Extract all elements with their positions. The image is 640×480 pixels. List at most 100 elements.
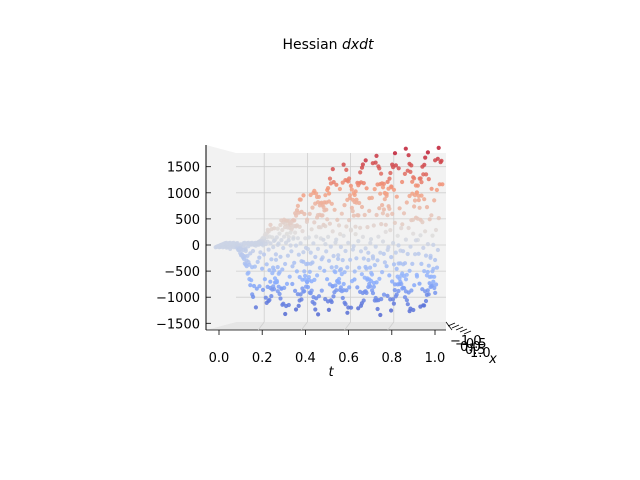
data-point [413,183,418,188]
data-point [370,291,376,296]
data-point [251,294,256,299]
grid-line-floor [344,321,351,331]
data-point [335,279,340,284]
chart-title: Hessian dxdt [282,37,374,53]
data-point [358,249,364,254]
data-point [391,240,396,246]
data-point [293,230,298,235]
data-point [273,257,279,262]
data-point [338,244,343,250]
data-point [261,252,267,257]
value-tick-label: 0 [192,239,200,254]
data-point [370,254,375,259]
depth-tick-mark [455,326,464,331]
data-point [271,245,276,250]
value-tick-label: −1500 [156,317,200,332]
data-point [414,190,419,195]
data-point [375,306,380,312]
data-point [369,195,374,200]
data-point [359,204,365,210]
data-point [433,290,438,295]
data-point [396,166,401,171]
data-point [270,287,275,292]
data-point [292,260,297,265]
data-point [407,161,412,166]
data-point [235,241,240,246]
data-point [375,182,380,187]
data-point [308,291,313,296]
data-point [238,242,244,247]
axis-panes [205,145,446,331]
data-point [380,211,385,216]
data-point [416,198,421,203]
data-point [428,255,433,260]
data-point [358,170,363,175]
data-point [238,246,243,251]
data-point [329,265,334,270]
data-point [278,296,283,301]
data-point [439,158,444,163]
data-point [326,186,331,191]
data-point [430,233,435,238]
data-point [298,197,303,202]
data-point [436,145,441,150]
data-point [345,265,350,270]
data-point [435,247,440,253]
data-point [287,274,292,279]
data-point [397,206,402,211]
data-point [254,286,259,291]
data-point [269,294,274,299]
data-point [374,153,379,158]
data-point [391,187,397,192]
data-point [387,176,392,181]
data-point [260,266,265,271]
data-point [302,269,307,274]
data-point [341,288,346,293]
value-tick-label: −500 [164,265,200,280]
data-point [263,295,268,300]
data-point [277,270,282,275]
data-point [350,209,355,214]
data-point [286,238,291,243]
data-point [425,242,430,247]
data-point [340,295,345,301]
data-point [368,240,373,246]
data-point [394,292,399,297]
data-point [312,188,317,193]
data-point [352,269,357,274]
data-point [430,269,435,274]
data-point [416,251,421,256]
data-point [372,263,377,268]
data-point [377,276,382,281]
data-point [381,251,386,256]
data-point [319,288,324,293]
data-point [367,281,372,287]
data-point [319,257,324,262]
data-point [380,239,386,244]
data-point [327,176,333,181]
data-point [410,179,415,184]
data-point [363,264,368,270]
data-point [321,204,326,210]
data-point [327,221,332,226]
back-pane [206,145,446,330]
data-point [366,250,371,255]
data-point [385,213,390,218]
data-point [324,200,329,205]
data-point [429,213,434,218]
data-point [384,193,389,198]
depth-tick-mark [451,324,460,329]
data-point [268,279,273,284]
data-point [356,239,361,244]
data-point [434,265,440,270]
data-point [395,274,400,279]
data-point [410,191,415,196]
grid-line-floor [301,321,308,331]
data-point [346,305,351,310]
data-point [353,232,358,237]
data-point [345,178,350,183]
data-point [413,252,418,257]
data-point [396,243,401,248]
data-point [322,208,327,213]
